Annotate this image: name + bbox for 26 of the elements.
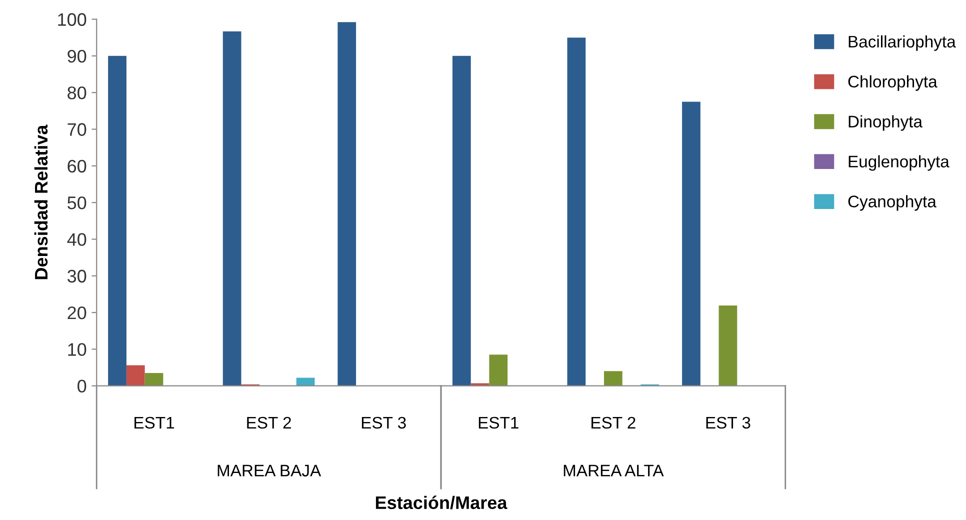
x-tick-label: EST 3	[706, 416, 750, 429]
y-tick-label: 50	[68, 196, 86, 210]
y-tick-label: 0	[78, 380, 86, 393]
y-tick-label: 100	[58, 13, 86, 26]
legend-label: Cyanophyta	[848, 195, 936, 211]
y-axis-title: Densidad Relativa	[34, 124, 48, 280]
text: MAREA BAJA	[218, 464, 322, 476]
legend-label: Euglenophyta	[848, 155, 950, 171]
legend-label: Dinophyta	[848, 115, 923, 131]
text: MAREA ALTA	[564, 464, 664, 476]
y-tick-label: 10	[68, 343, 86, 356]
x-axis-title: Estación/Marea	[376, 496, 508, 510]
y-tick-label: 60	[68, 160, 86, 173]
y-tick-label: 80	[68, 86, 86, 100]
y-tick-label: 30	[67, 270, 86, 283]
legend-label: Chlorophyta	[848, 75, 938, 91]
y-tick-label: 90	[68, 50, 86, 63]
y-tick-label: 40	[67, 233, 86, 246]
legend-label: Bacillariophyta	[848, 35, 956, 51]
x-tick-label: EST 3	[362, 416, 406, 429]
y-tick-label: 70	[68, 123, 86, 136]
x-tick-label: EST1	[134, 416, 174, 429]
y-tick-label: 20	[68, 306, 86, 320]
x-tick-label: EST 2	[247, 416, 291, 429]
x-tick-label: EST1	[478, 416, 518, 429]
x-tick-label: EST 2	[592, 416, 636, 429]
